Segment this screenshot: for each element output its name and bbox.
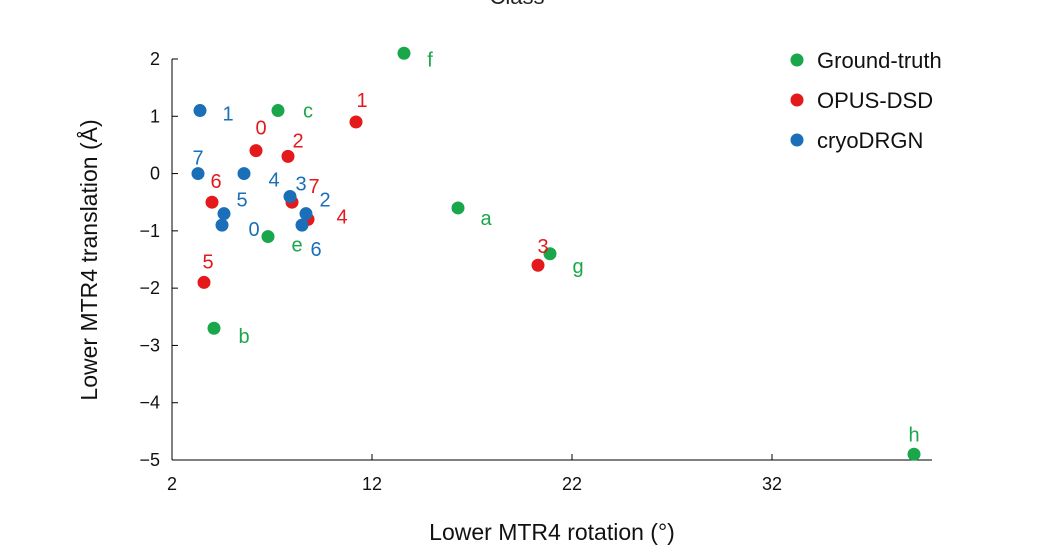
data-point-ground-truth-g	[543, 247, 557, 261]
point-label: 7	[308, 176, 319, 198]
data-point-cryodrgn-0	[215, 218, 229, 232]
point-label: 5	[236, 190, 247, 212]
point-label: 3	[295, 173, 306, 195]
y-tick-label: −1	[139, 221, 160, 241]
data-points	[191, 46, 921, 461]
point-label: 1	[356, 90, 367, 112]
data-point-opus-dsd-2	[281, 149, 295, 163]
axes	[171, 59, 932, 461]
point-label: 4	[336, 206, 347, 228]
point-label: 1	[222, 104, 233, 126]
point-label: 5	[202, 251, 213, 273]
point-label: 2	[319, 190, 330, 212]
data-point-opus-dsd-0	[249, 144, 263, 158]
y-tick-label: 0	[150, 164, 160, 184]
legend-marker	[790, 133, 804, 147]
point-label: 2	[292, 130, 303, 152]
point-label: 7	[192, 148, 203, 170]
data-point-ground-truth-c	[271, 104, 285, 118]
data-point-ground-truth-f	[397, 46, 411, 60]
point-label: 0	[255, 118, 266, 140]
data-point-cryodrgn-7	[191, 167, 205, 181]
point-label: c	[303, 101, 313, 123]
data-point-cryodrgn-2	[299, 207, 313, 221]
point-label: g	[572, 256, 583, 278]
data-point-cryodrgn-1	[193, 104, 207, 118]
legend-marker	[790, 93, 804, 107]
y-axis-label: Lower MTR4 translation (Å)	[75, 119, 102, 400]
data-point-opus-dsd-5	[197, 275, 211, 289]
data-point-ground-truth-e	[261, 230, 275, 244]
data-point-cryodrgn-4	[237, 167, 251, 181]
chart-title: Class	[489, 0, 544, 9]
point-label: 6	[210, 171, 221, 193]
y-tick-label: −5	[139, 450, 160, 470]
data-point-opus-dsd-1	[349, 115, 363, 129]
y-tick-label: −2	[139, 278, 160, 298]
point-label: 4	[268, 170, 279, 192]
legend: Ground-truth OPUS-DSD cryoDRGN	[790, 48, 942, 153]
data-point-cryodrgn-5	[217, 207, 231, 221]
data-point-opus-dsd-3	[531, 258, 545, 272]
y-ticks: 2 1 0 −1 −2 −3 −4 −5	[139, 49, 178, 470]
x-tick-label: 32	[762, 474, 782, 494]
point-label: b	[238, 326, 249, 348]
data-point-cryodrgn-3	[283, 189, 297, 203]
point-label: f	[427, 49, 433, 71]
point-label: e	[291, 235, 302, 257]
data-point-opus-dsd-6	[205, 195, 219, 209]
y-tick-label: 2	[150, 49, 160, 69]
y-tick-label: −3	[139, 335, 160, 355]
point-label: h	[908, 424, 919, 446]
data-point-cryodrgn-6	[295, 218, 309, 232]
y-tick-label: 1	[150, 106, 160, 126]
point-label: 6	[310, 239, 321, 261]
x-tick-label: 12	[362, 474, 382, 494]
x-tick-label: 2	[167, 474, 177, 494]
x-tick-label: 22	[562, 474, 582, 494]
point-label: 3	[537, 236, 548, 258]
data-point-ground-truth-b	[207, 321, 221, 335]
point-label: a	[480, 208, 492, 230]
y-tick-label: −4	[139, 393, 160, 413]
legend-label: Ground-truth	[817, 48, 942, 73]
legend-label: cryoDRGN	[817, 128, 923, 153]
legend-label: OPUS-DSD	[817, 88, 933, 113]
point-label: 0	[248, 219, 259, 241]
legend-marker	[790, 53, 804, 67]
x-ticks: 2 12 22 32	[167, 454, 782, 494]
x-axis-label: Lower MTR4 rotation (°)	[429, 519, 675, 545]
data-point-ground-truth-a	[451, 201, 465, 215]
data-point-ground-truth-h	[907, 447, 921, 461]
